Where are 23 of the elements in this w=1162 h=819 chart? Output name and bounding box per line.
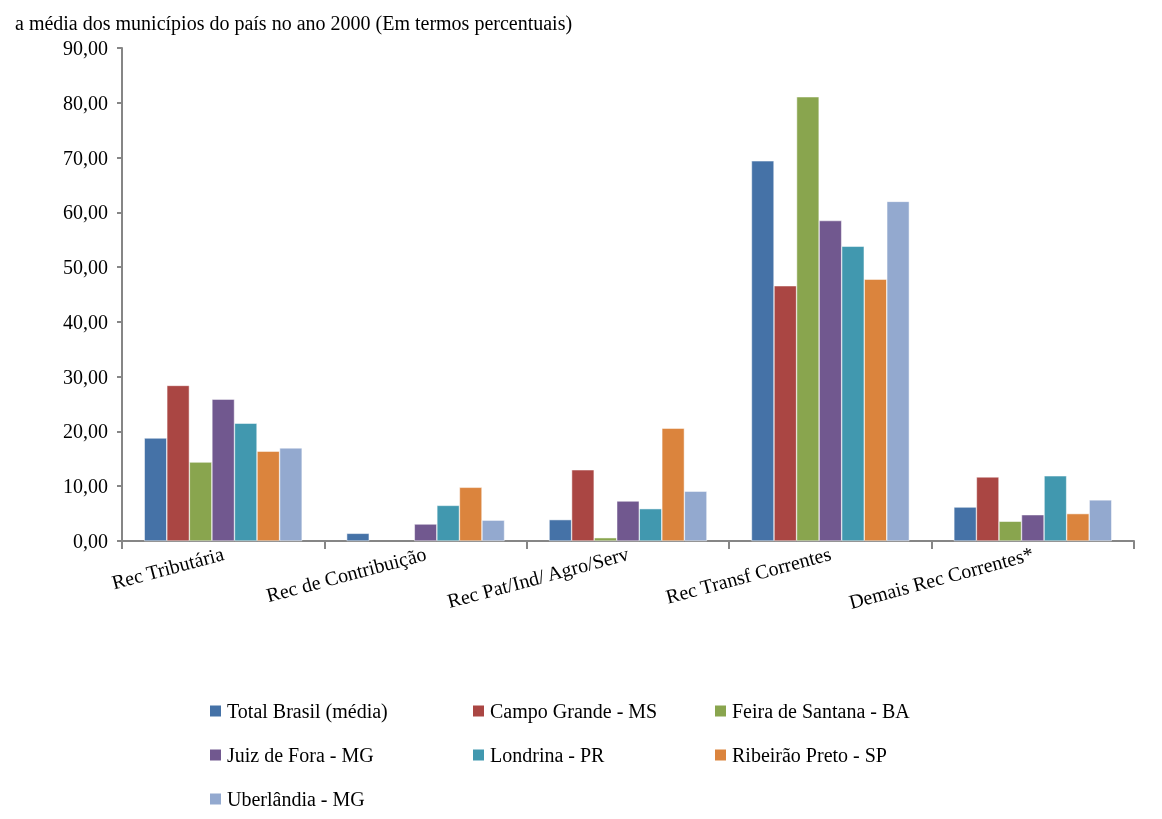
y-tick-label: 60,00 (63, 201, 108, 224)
legend-label: Feira de Santana - BA (732, 700, 911, 722)
legend-label: Campo Grande - MS (490, 700, 658, 723)
y-tick-label: 20,00 (63, 420, 108, 443)
legend-label: Ribeirão Preto - SP (732, 744, 887, 766)
x-tick-label: Rec Pat/Ind/ Agro/Serv (444, 542, 632, 613)
y-tick-label: 30,00 (63, 365, 108, 388)
y-tick-label: 40,00 (63, 310, 108, 333)
y-tick-label: 50,00 (63, 256, 108, 279)
y-tick-label: 90,00 (63, 37, 108, 59)
bar (346, 533, 370, 541)
x-tick-label: Rec Transf Correntes (663, 542, 834, 608)
legend-label: Juiz de Fora - MG (227, 744, 374, 766)
y-tick-label: 10,00 (63, 475, 108, 498)
y-tick-label: 0,00 (73, 530, 108, 552)
y-tick-label: 80,00 (63, 91, 108, 114)
x-tick-label: Demais Rec Correntes* (846, 542, 1036, 613)
x-tick-label: Rec Tributária (109, 542, 227, 594)
legend-label: Total Brasil (média) (227, 700, 388, 723)
legend-label: Londrina - PR (490, 744, 606, 766)
y-tick-label: 70,00 (63, 146, 108, 169)
chart-title: a média dos municípios do país no ano 2000 (Em termos percentuais) (15, 12, 573, 35)
legend-label: Uberlândia - MG (227, 788, 365, 810)
